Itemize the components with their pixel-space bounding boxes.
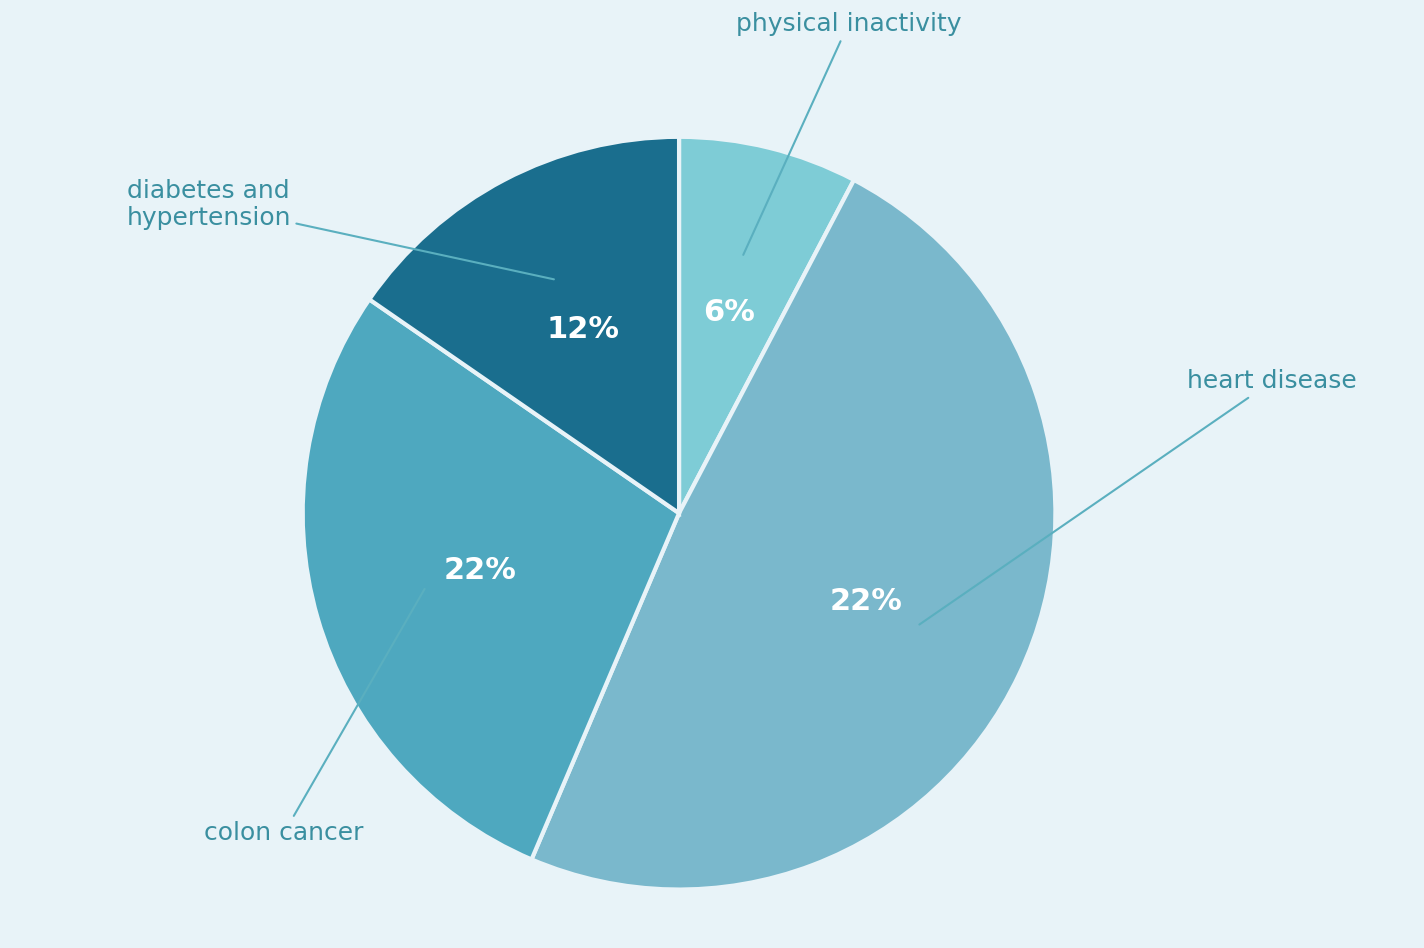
Wedge shape	[679, 137, 854, 513]
Text: diabetes and
hypertension: diabetes and hypertension	[127, 178, 554, 280]
Text: 22%: 22%	[444, 556, 517, 585]
Text: physical inactivity: physical inactivity	[736, 12, 961, 255]
Text: 6%: 6%	[702, 298, 755, 327]
Text: 22%: 22%	[830, 588, 903, 616]
Text: heart disease: heart disease	[920, 370, 1357, 625]
Wedge shape	[303, 300, 679, 860]
Text: colon cancer: colon cancer	[204, 589, 424, 845]
Wedge shape	[369, 137, 679, 513]
Text: 12%: 12%	[547, 316, 619, 344]
Wedge shape	[531, 180, 1055, 889]
